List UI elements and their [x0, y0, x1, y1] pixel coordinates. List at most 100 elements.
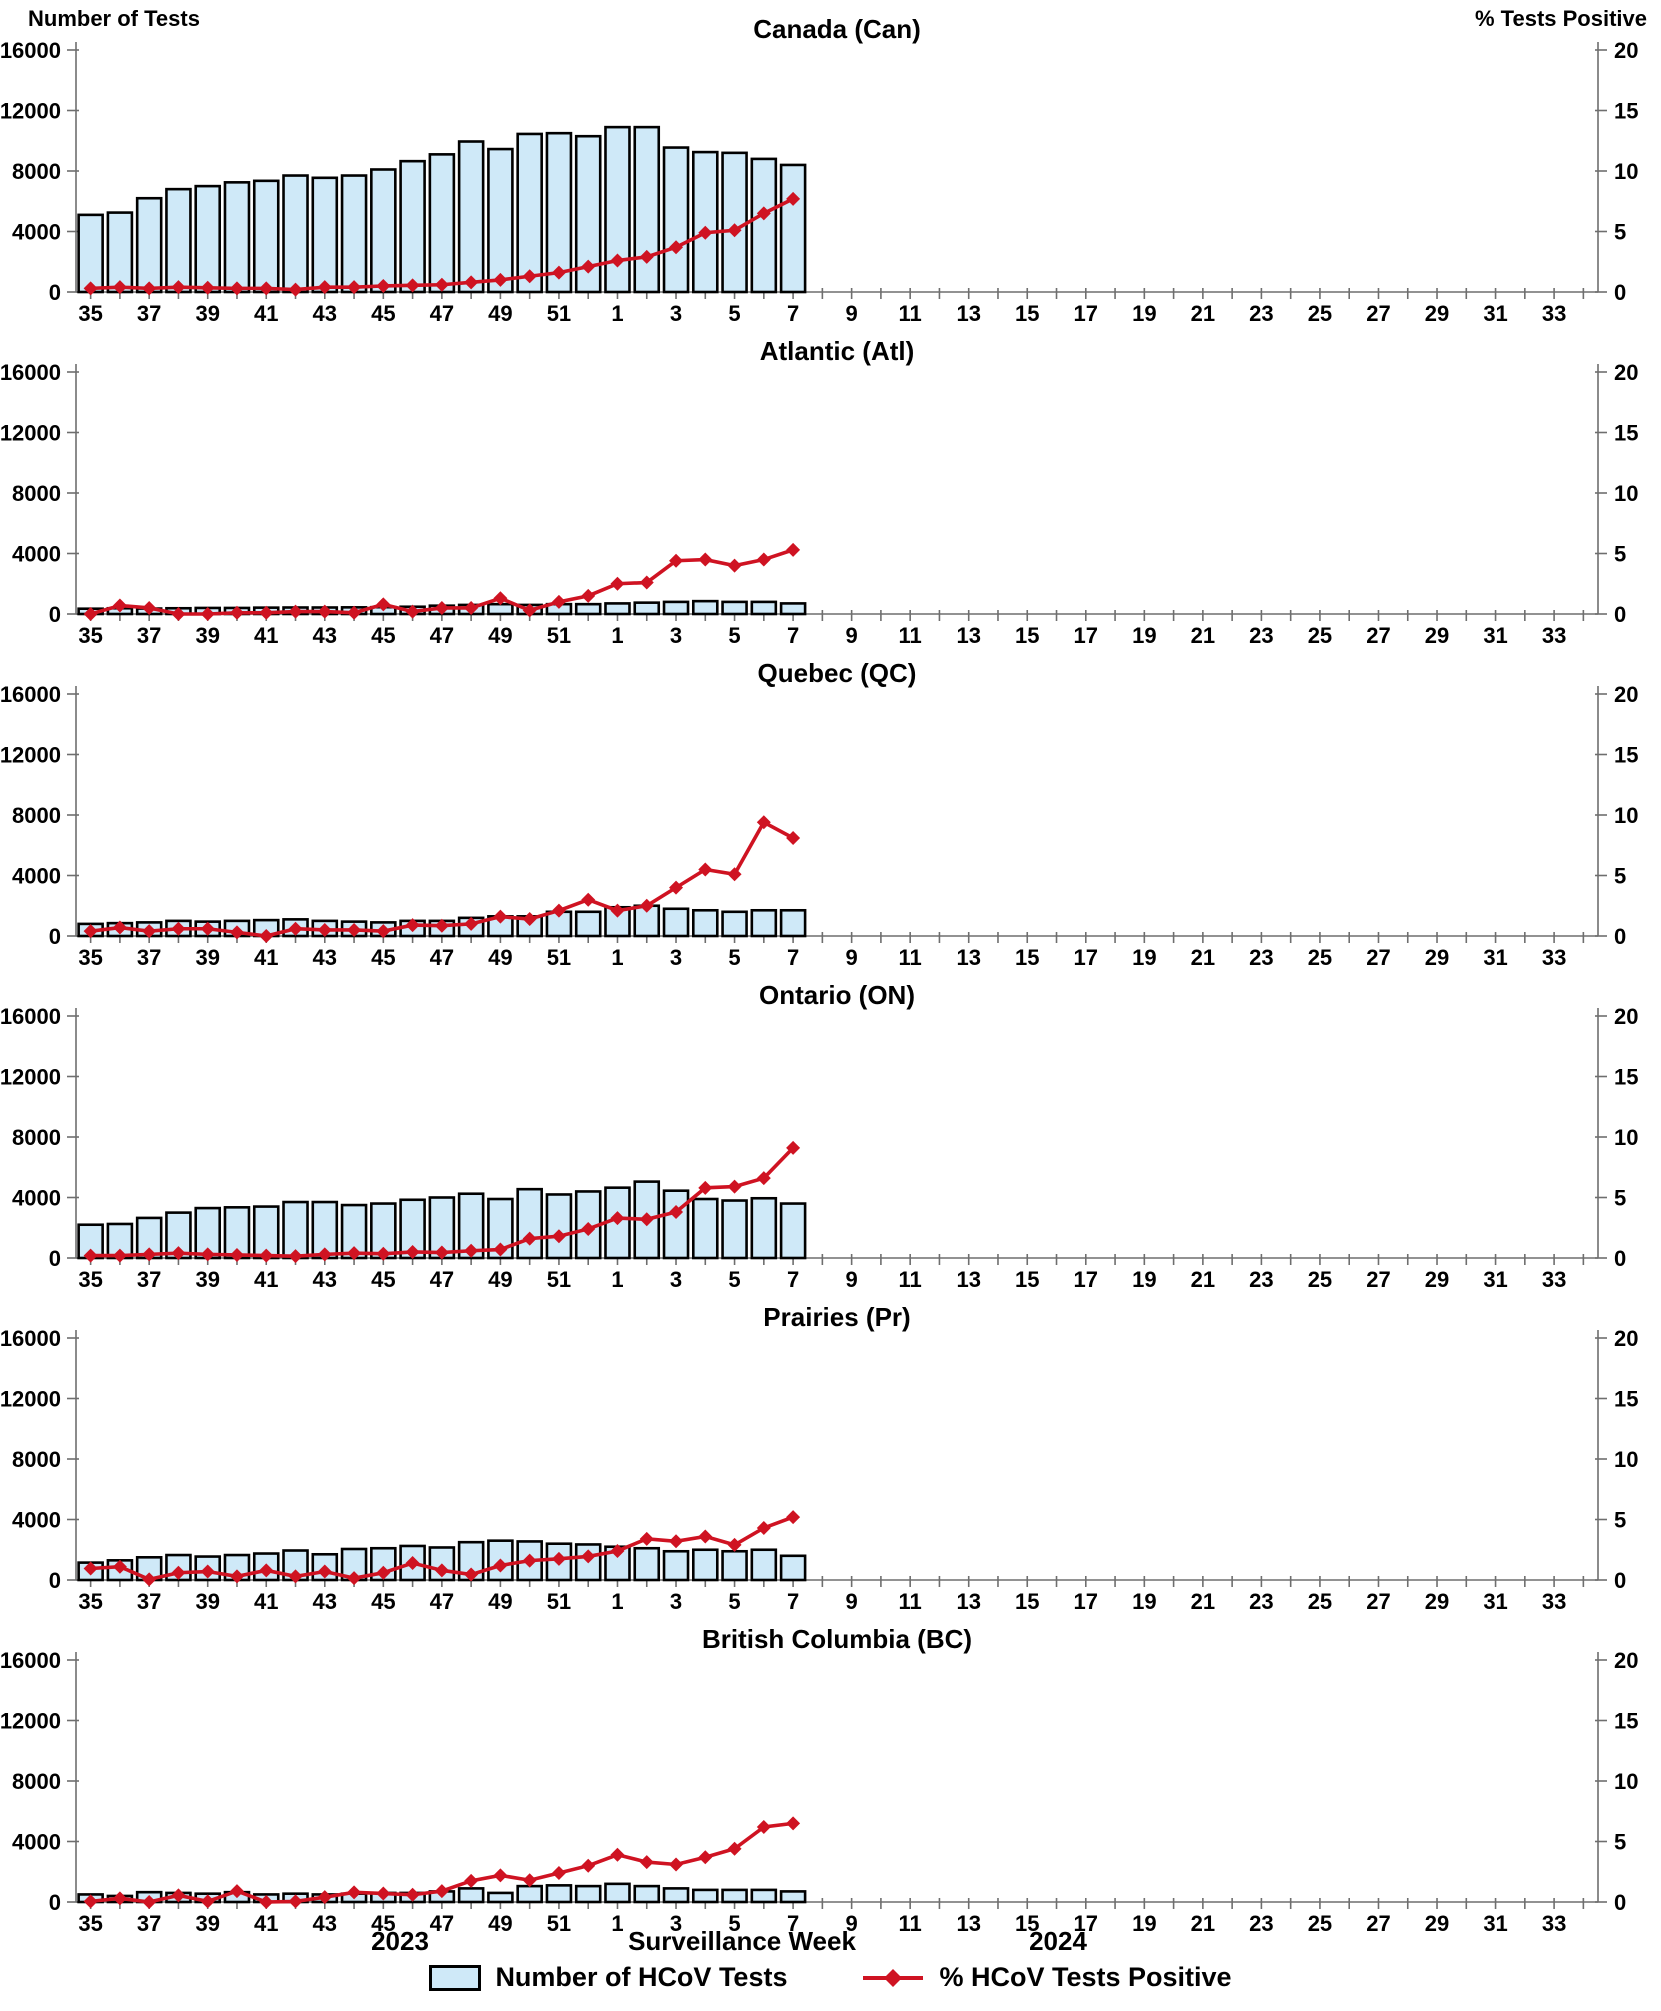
x-tick-label: 51 [547, 1911, 571, 1932]
x-tick-label: 27 [1366, 1267, 1390, 1288]
x-tick-label: 1 [611, 623, 623, 644]
x-tick-label: 23 [1249, 301, 1273, 322]
x-tick-label: 45 [371, 623, 395, 644]
x-tick-label: 39 [195, 623, 219, 644]
y-right-tick-label: 15 [1614, 1065, 1638, 1090]
x-tick-label: 15 [1015, 623, 1039, 644]
bar-week-5 [721, 910, 748, 938]
x-tick-label: 37 [137, 1267, 161, 1288]
x-tick-label: 7 [787, 623, 799, 644]
x-tick-label: 33 [1542, 945, 1566, 966]
x-tick-label: 43 [313, 1589, 337, 1610]
x-tick-label: 41 [254, 301, 278, 322]
y-left-tick-label: 8000 [12, 481, 61, 506]
bar-week-50 [516, 132, 543, 294]
y-left-tick-label: 12000 [0, 99, 61, 124]
bar-week-4 [691, 150, 719, 294]
x-tick-label: 49 [488, 1267, 512, 1288]
legend-line-label: % HCoV Tests Positive [939, 1962, 1232, 1992]
x-tick-label: 45 [371, 301, 395, 322]
x-tick-label: 25 [1308, 945, 1332, 966]
y-left-tick-label: 16000 [0, 1326, 61, 1351]
x-tick-label: 37 [137, 1589, 161, 1610]
x-tick-label: 5 [728, 301, 740, 322]
x-tick-label: 29 [1425, 1589, 1449, 1610]
x-tick-label: 9 [846, 1267, 858, 1288]
y-left-tick-label: 16000 [0, 38, 61, 63]
y-left-tick-label: 0 [49, 280, 61, 305]
left-axis-title: Number of Tests [28, 6, 200, 31]
x-tick-label: 47 [430, 623, 454, 644]
line-pct-positive [83, 542, 801, 621]
x-tick-label: 31 [1483, 1589, 1507, 1610]
x-tick-label: 17 [1074, 301, 1098, 322]
y-left-tick-label: 12000 [0, 1709, 61, 1734]
panel-title: Atlantic (Atl) [760, 336, 915, 366]
bar-week-5 [721, 1549, 748, 1582]
y-right-tick-label: 20 [1614, 682, 1638, 707]
x-tick-label: 47 [430, 1267, 454, 1288]
bar-week-3 [662, 600, 690, 616]
chart-ontario: Ontario (ON)0400080001200016000051015203… [0, 980, 1638, 1288]
x-tick-label: 7 [787, 1589, 799, 1610]
x-tick-label: 45 [371, 1589, 395, 1610]
panel-prairies: Prairies (Pr) 0 4000 8000 12000 16000 0 5 10 15 20… [0, 1288, 1661, 1610]
x-tick-label: 15 [1015, 301, 1039, 322]
x-tick-label: 19 [1132, 1911, 1156, 1932]
x-tick-label: 29 [1425, 945, 1449, 966]
panel-atlantic: Atlantic (Atl) 0 4000 8000 12000 16000 0 5 10 15 2… [0, 322, 1661, 644]
y-left-tick-label: 8000 [12, 803, 61, 828]
x-tick-label: 49 [488, 623, 512, 644]
x-tick-label: 19 [1132, 301, 1156, 322]
x-tick-label: 3 [670, 301, 682, 322]
x-tick-label: 43 [313, 1267, 337, 1288]
bar-week-40 [223, 181, 251, 294]
line-pct-positive [83, 815, 801, 943]
bar-week-35 [77, 213, 104, 294]
bar-week-5 [721, 1199, 748, 1260]
y-right-tick-label: 20 [1614, 38, 1638, 63]
y-left-tick-label: 12000 [0, 1387, 61, 1412]
x-tick-label: 51 [547, 1267, 571, 1288]
bar-week-46 [399, 159, 426, 294]
y-right-tick-label: 15 [1614, 1387, 1638, 1412]
panel-ontario: Ontario (ON) 0 4000 8000 12000 16000 0 5 10 15 20 3… [0, 966, 1661, 1288]
bar-week-51 [545, 1884, 573, 1904]
bar-week-3 [662, 1189, 690, 1260]
chart-atlantic: Atlantic (Atl)04000800012000160000510152… [0, 336, 1638, 644]
bar-week-6 [750, 600, 778, 616]
x-tick-label: 19 [1132, 945, 1156, 966]
bar-week-7 [779, 1554, 807, 1582]
y-left-tick-label: 4000 [12, 220, 61, 245]
bar-week-6 [750, 1196, 778, 1260]
x-tick-label: 49 [488, 945, 512, 966]
x-tick-label: 45 [371, 1267, 395, 1288]
bar-week-52 [574, 910, 602, 938]
chart-british-columbia: British Columbia (BC) 0 4000 8000 12000 16000… [0, 1624, 1638, 1932]
legend: Number of HCoV Tests % HCoV Tests Positi… [0, 1962, 1661, 1993]
bar-week-52 [574, 1884, 602, 1904]
y-left-tick-label: 8000 [12, 1125, 61, 1150]
bar-week-50 [516, 1884, 543, 1904]
x-tick-label: 13 [956, 623, 980, 644]
x-tick-label: 39 [195, 301, 219, 322]
y-right-tick-label: 5 [1614, 1508, 1626, 1533]
x-tick-label: 47 [430, 1911, 454, 1932]
x-tick-label: 37 [137, 623, 161, 644]
bar-week-5 [721, 600, 748, 616]
chart-quebec: Quebec (QC)04000800012000160000510152035… [0, 658, 1638, 966]
x-tick-label: 1 [611, 1911, 623, 1932]
bar-week-7 [779, 1890, 807, 1904]
x-tick-label: 43 [313, 301, 337, 322]
x-tick-label: 43 [313, 945, 337, 966]
bar-week-44 [340, 174, 368, 294]
bar-week-37 [135, 196, 163, 294]
y-left-tick-label: 0 [49, 1890, 61, 1915]
x-tick-label: 5 [728, 1589, 740, 1610]
bar-week-6 [750, 1548, 778, 1582]
x-tick-label: 33 [1542, 623, 1566, 644]
x-tick-label: 11 [899, 301, 922, 322]
x-tick-label: 1 [611, 945, 623, 966]
x-tick-label: 49 [488, 1589, 512, 1610]
x-tick-label: 33 [1542, 1589, 1566, 1610]
